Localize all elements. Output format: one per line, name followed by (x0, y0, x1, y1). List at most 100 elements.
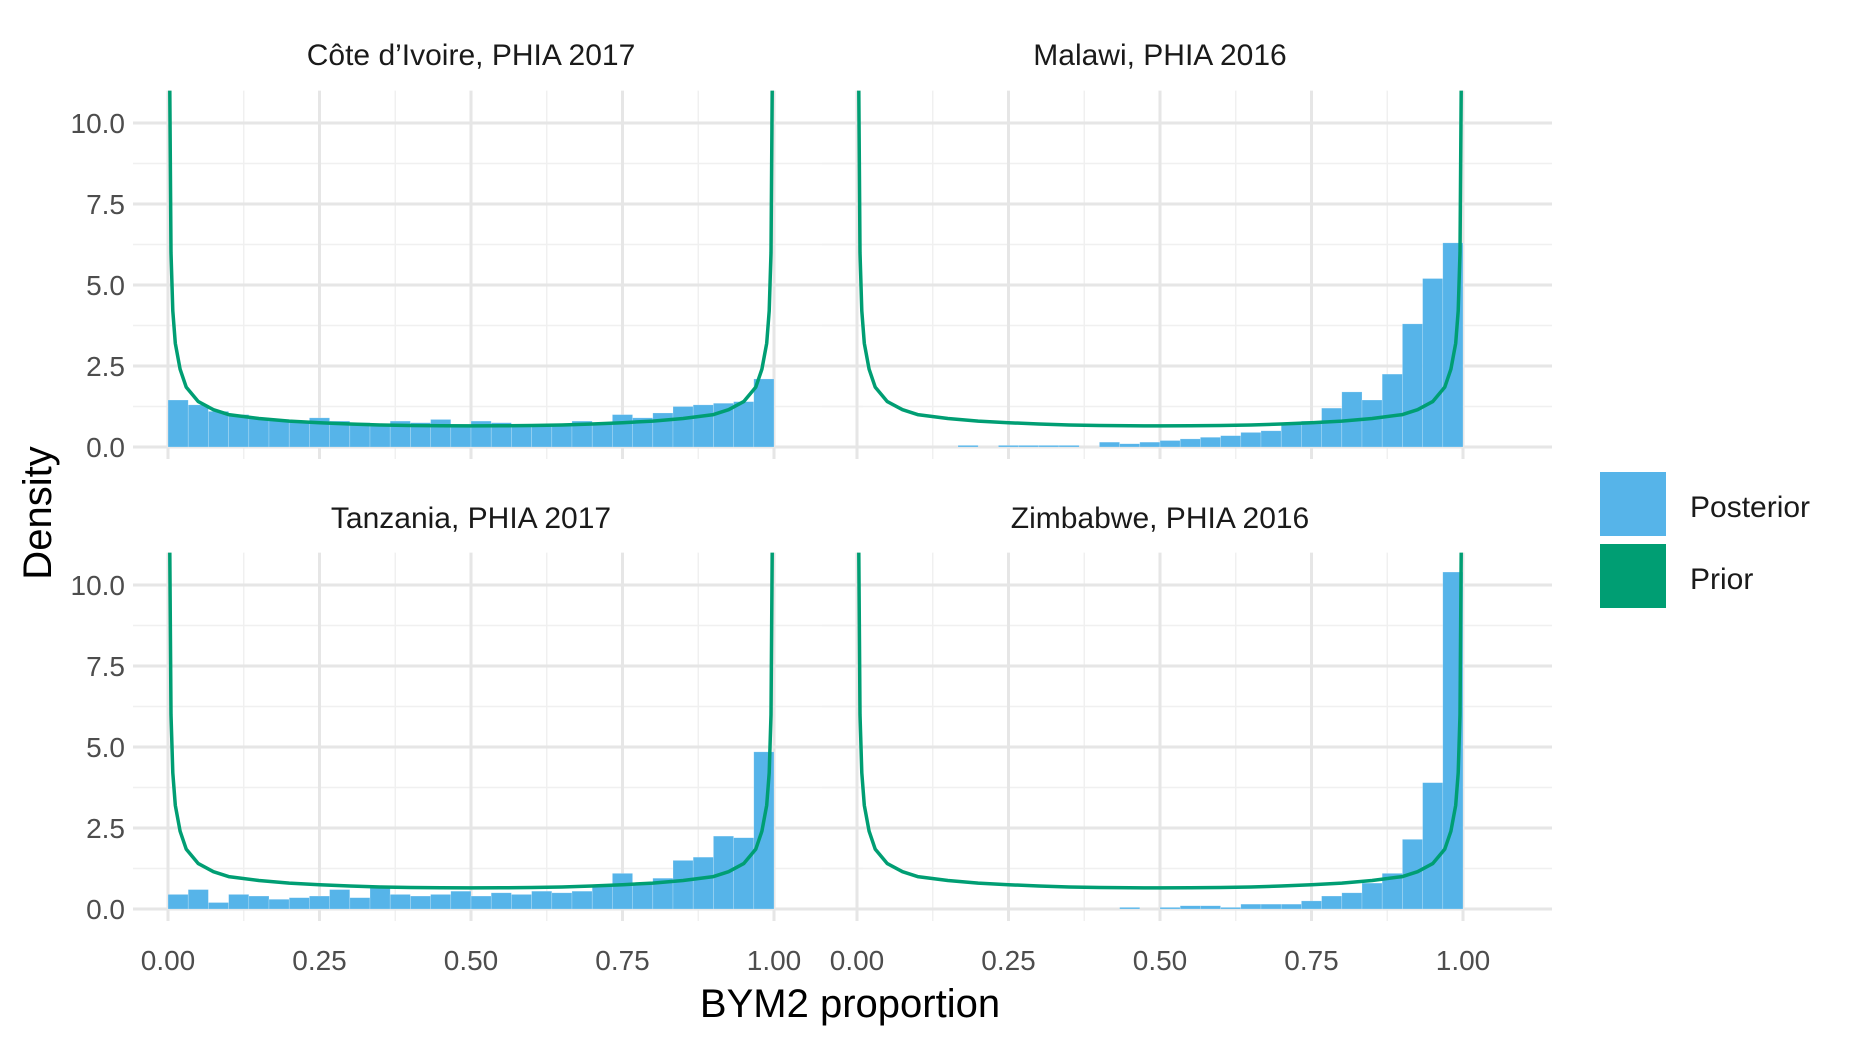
panel-title: Zimbabwe, PHIA 2016 (1011, 502, 1310, 535)
posterior-bar (1381, 373, 1403, 448)
posterior-bar (1240, 432, 1262, 448)
prior-density-line (168, 90, 774, 428)
posterior-bar (1402, 323, 1423, 448)
posterior-bar (551, 892, 573, 910)
posterior-bar (389, 894, 411, 910)
posterior-bar (1422, 278, 1444, 448)
posterior-bars (167, 751, 775, 910)
grid (822, 90, 1552, 459)
posterior-bar (1179, 438, 1201, 448)
panel-3: Tanzania, PHIA 2017 0.0 2.5 5.0 7.5 10.0 0.00 0… (71, 502, 863, 976)
panel-2: Malawi, PHIA 2016 (822, 39, 1552, 459)
posterior-bar (208, 411, 229, 448)
posterior-bar (167, 399, 189, 448)
posterior-bar (470, 895, 492, 910)
posterior-bar (268, 419, 290, 448)
posterior-bar (1159, 907, 1181, 910)
y-tick-label: 10.0 (71, 108, 126, 139)
posterior-bar (369, 887, 391, 910)
posterior-bar (571, 890, 593, 910)
posterior-bar (228, 414, 250, 448)
panels-layer: Côte d’Ivoire, PHIA 2017 0.0 2.5 5.0 7.5 10.0… (71, 39, 1552, 976)
posterior-bar (1280, 903, 1302, 910)
posterior-bar (430, 419, 452, 448)
posterior-bar (632, 417, 654, 448)
posterior-bar (268, 898, 290, 910)
posterior-bar (733, 837, 755, 910)
x-tick-label: 1.00 (1436, 945, 1491, 976)
posterior-bars (1119, 571, 1464, 910)
y-tick-label: 7.5 (86, 651, 125, 682)
posterior-bar (1301, 900, 1322, 910)
posterior-bar (349, 422, 371, 448)
posterior-bar (369, 424, 391, 448)
posterior-bar (1018, 445, 1040, 448)
posterior-bar (1038, 445, 1060, 448)
posterior-bar (228, 894, 250, 910)
posterior-bar (511, 894, 532, 910)
posterior-bar (1220, 435, 1242, 448)
posterior-bar (1321, 407, 1343, 448)
posterior-bar (1260, 903, 1282, 910)
posterior-bar (248, 895, 270, 910)
posterior-bar (1422, 782, 1444, 910)
posterior-bar (329, 420, 351, 448)
posterior-bar (1321, 895, 1343, 910)
posterior-bar (450, 890, 472, 910)
panel-title: Malawi, PHIA 2016 (1033, 39, 1286, 72)
posterior-bar (591, 422, 613, 448)
posterior-bar (187, 404, 209, 448)
posterior-bar (349, 897, 371, 910)
y-tick-label: 5.0 (86, 270, 125, 301)
x-tick-label: 0.00 (141, 945, 196, 976)
posterior-bar (1361, 882, 1383, 910)
posterior-bar (1381, 873, 1403, 910)
posterior-bar (1200, 436, 1221, 448)
posterior-bar (1442, 571, 1464, 910)
posterior-bar (1240, 903, 1262, 910)
posterior-bar (672, 406, 694, 448)
posterior-bar (167, 894, 189, 910)
posterior-bar (1099, 441, 1120, 448)
grid (133, 90, 863, 459)
posterior-bar (672, 860, 694, 910)
prior-density-line (857, 552, 1463, 890)
posterior-bar (511, 424, 532, 448)
posterior-bar (551, 423, 573, 448)
posterior-bar (309, 895, 330, 910)
posterior-bar (733, 401, 755, 448)
legend-label-posterior: Posterior (1690, 491, 1810, 524)
posterior-bar (1200, 905, 1221, 910)
posterior-bar (612, 414, 633, 448)
posterior-bar (1301, 420, 1322, 448)
posterior-bar (571, 420, 593, 448)
posterior-bar (632, 882, 654, 910)
x-tick-label: 0.75 (1284, 945, 1339, 976)
legend-label-prior: Prior (1690, 563, 1753, 596)
posterior-bar (1159, 440, 1181, 448)
posterior-bar (410, 895, 431, 910)
posterior-bar (692, 856, 714, 910)
posterior-bar (1139, 441, 1161, 448)
x-tick-label: 1.00 (747, 945, 802, 976)
posterior-bar (1280, 424, 1302, 448)
panel-title: Tanzania, PHIA 2017 (331, 502, 611, 535)
posterior-bar (187, 889, 209, 910)
posterior-bar (1341, 892, 1363, 910)
x-tick-label: 0.25 (981, 945, 1036, 976)
posterior-bar (208, 902, 229, 910)
posterior-bar (1119, 443, 1141, 448)
posterior-bar (248, 417, 270, 448)
posterior-bar (288, 420, 310, 448)
posterior-bar (957, 445, 979, 448)
prior-density-line (857, 90, 1463, 428)
posterior-bar (998, 445, 1019, 448)
posterior-bar (450, 424, 472, 448)
panel-4: Zimbabwe, PHIA 2016 0.00 0.25 0.50 0.75 1.00 (822, 502, 1552, 976)
posterior-bar (389, 420, 411, 448)
y-tick-label: 5.0 (86, 732, 125, 763)
posterior-bar (288, 897, 310, 910)
posterior-bar (1260, 430, 1282, 448)
x-tick-label: 0.50 (1133, 945, 1188, 976)
